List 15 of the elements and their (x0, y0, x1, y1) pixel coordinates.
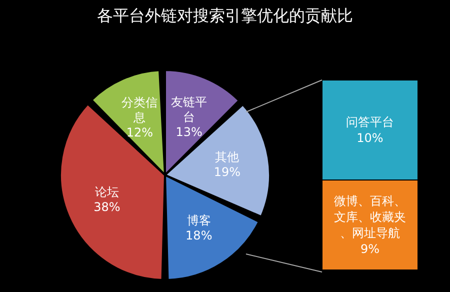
data-label: 9% (360, 242, 380, 256)
data-label: 19% (214, 165, 240, 180)
series-label: 微博、百科、文库、收藏夹、网址导航 (334, 194, 406, 240)
data-label: 10% (356, 131, 384, 145)
slice-label: 博客 (186, 214, 211, 228)
chart-title: 各平台外链对搜索引擎优化的贡献比 (96, 6, 354, 27)
slice-label: 论坛 (94, 185, 119, 200)
data-label: 38% (94, 200, 120, 214)
data-label: 18% (186, 228, 212, 243)
slice-label: 分类信息 (122, 95, 158, 124)
data-label: 13% (176, 124, 202, 139)
series-label: 问答平台 (346, 115, 394, 129)
slice-label: 友链平台 (171, 94, 208, 124)
data-label: 12% (126, 125, 154, 140)
slice-label: 其他 (215, 150, 240, 164)
